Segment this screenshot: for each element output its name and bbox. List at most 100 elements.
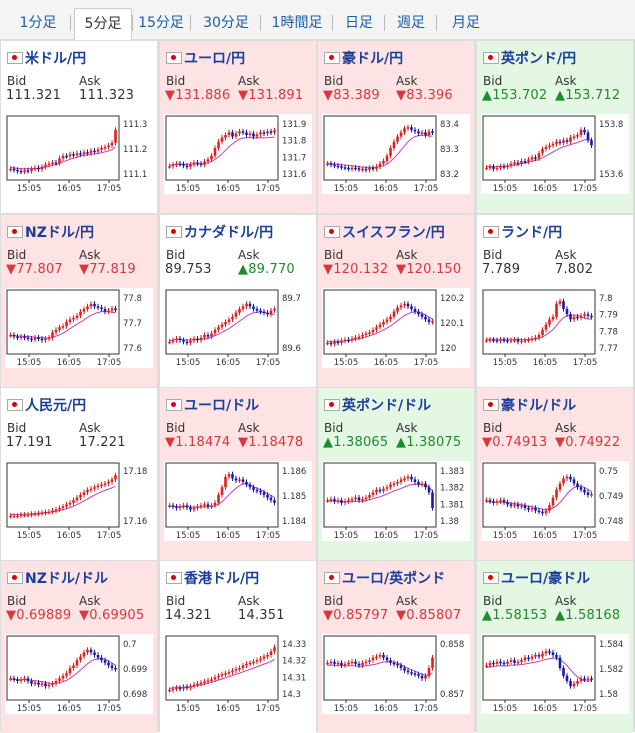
rate-card[interactable]: ユーロ/ドル Bid Ask ▼1.18474 ▼1.18478 1.186 1.185 1.… [160,388,316,560]
tab-timeframe-6[interactable]: 日足 [345,15,373,31]
rate-card[interactable]: ユーロ/英ポンド Bid Ask ▼0.85797 ▼0.85807 0.858 0.857… [318,561,474,733]
candle-body [175,338,178,341]
mini-candle-chart[interactable]: 77.8 77.7 77.6 15:05 16:05 17:05 [5,288,153,368]
candle-body [354,337,357,340]
rate-card[interactable]: 豪ドル/ドル Bid Ask ▼0.74913 ▼0.74922 0.75 0.749 0.7… [477,388,633,560]
mini-candle-chart[interactable]: 0.75 0.749 0.748 15:05 16:05 17:05 [481,461,629,541]
mini-candle-chart[interactable]: 1.584 1.582 1.58 15:05 16:05 17:05 [481,634,629,714]
candle-body [513,660,516,663]
rate-card[interactable]: 豪ドル/円 Bid Ask ▼83.389 ▼83.396 83.4 83.3 83.2 15:… [318,41,474,213]
pair-title-link[interactable]: NZドル/円 [7,222,94,241]
tab-timeframe-8[interactable]: 月足 [452,15,480,31]
candle-body [492,166,495,169]
pair-title-link[interactable]: ユーロ/ドル [166,395,259,414]
rate-card[interactable]: NZドル/円 Bid Ask ▼77.807 ▼77.819 77.8 77.7 77.6 15… [1,215,157,387]
mini-candle-chart[interactable]: 14.33 14.32 14.31 14.3 15:05 16:05 17:05 [164,634,312,714]
ask-label: Ask [238,421,260,435]
bid-value: ▼77.807 [6,262,63,277]
candle-body [354,497,357,500]
mini-candle-chart[interactable]: 7.8 7.79 7.78 7.77 15:05 16:05 17:05 [481,288,629,368]
x-tick-label: 17:05 [256,358,281,368]
mini-candle-chart[interactable]: 111.3 111.2 111.1 15:05 16:05 17:05 [5,114,153,194]
pair-title-link[interactable]: 英ポンド/円 [483,48,576,67]
candle-body [520,505,523,507]
pair-title-link[interactable]: 豪ドル/円 [324,48,403,67]
candle-body [217,327,220,330]
tab-timeframe-7[interactable]: 週足 [397,15,425,31]
mini-candle-chart[interactable]: 153.8 153.6 15:05 16:05 17:05 [481,114,629,194]
candle-body [72,154,75,156]
mini-candle-chart[interactable]: 120.2 120.1 120 15:05 16:05 17:05 [322,288,470,368]
candle-body [333,661,336,664]
pair-title-link[interactable]: ユーロ/豪ドル [483,568,590,587]
mini-candle-chart[interactable]: 17.18 17.16 15:05 16:05 17:05 [5,461,153,541]
candle-body [576,681,579,684]
candle-body [79,311,82,316]
candle-body [47,337,51,340]
rate-card[interactable]: カナダドル/円 Bid Ask 89.753 ▲89.770 89.7 89.6 15:05 1… [160,215,316,387]
pair-title-link[interactable]: ユーロ/円 [166,48,245,67]
mini-candle-chart[interactable]: 0.7 0.699 0.698 15:05 16:05 17:05 [5,634,153,714]
candle-body [234,669,238,671]
mini-candle-chart[interactable]: 1.186 1.185 1.184 15:05 16:05 17:05 [164,461,312,541]
candle-body [548,505,551,511]
pair-title-link[interactable]: 香港ドル/円 [166,568,259,587]
candle-body [516,661,520,664]
candle-body [175,687,178,690]
bid-label: Bid [7,594,27,608]
rate-card[interactable]: ユーロ/円 Bid Ask ▼131.886 ▼131.891 131.9 131.8 131… [160,41,316,213]
rate-card[interactable]: NZドル/ドル Bid Ask ▼0.69889 ▼0.69905 0.7 0.699 0.6… [1,561,157,733]
ask-value: ▲1.58168 [555,608,621,623]
candle-body [65,155,68,158]
ask-label: Ask [238,594,260,608]
candle-body [361,662,364,666]
candle-body [234,133,238,137]
pair-title-link[interactable]: ランド/円 [483,222,562,241]
rate-card[interactable]: 英ポンド/ドル Bid Ask ▲1.38065 ▲1.38075 1.383 1.382 1… [318,388,474,560]
mini-candle-chart[interactable]: 1.383 1.382 1.381 1.38 15:05 16:05 17:05 [322,461,470,541]
pair-title-link[interactable]: NZドル/ドル [7,568,108,587]
candle-body [499,661,502,664]
bid-label: Bid [324,74,344,88]
pair-title-link[interactable]: スイスフラン/円 [324,222,445,241]
y-tick-label: 153.8 [599,120,623,130]
candle-body [364,333,368,335]
chart-background [164,288,312,368]
y-tick-label: 1.186 [282,467,306,477]
candle-body [534,337,537,340]
candle-body [551,316,555,320]
candle-body [61,326,65,328]
pair-title-link[interactable]: カナダドル/円 [166,222,273,241]
rate-card[interactable]: 英ポンド/円 Bid Ask ▲153.702 ▲153.712 153.8 153.6 15… [477,41,633,213]
rate-card[interactable]: ランド/円 Bid Ask 7.789 7.802 7.8 7.79 7.78 7.77 15:0… [477,215,633,387]
candle-body [234,312,238,317]
pair-title-link[interactable]: 米ドル/円 [7,48,86,67]
tab-timeframe-4[interactable]: 30分足 [203,15,249,31]
chart-plot-frame [6,115,120,181]
rate-card[interactable]: 人民元/円 Bid Ask 17.191 17.221 17.18 17.16 15:05 16… [1,388,157,560]
pair-title-link[interactable]: 豪ドル/ドル [483,395,576,414]
candle-body [527,508,530,510]
pair-title-link[interactable]: 英ポンド/ドル [324,395,431,414]
rate-card[interactable]: 香港ドル/円 Bid Ask 14.321 14.351 14.33 14.32 14.31 1… [160,561,316,733]
candle-body [241,665,245,668]
tab-timeframe-3[interactable]: 15分足 [138,15,184,31]
pair-title-link[interactable]: 人民元/円 [7,395,86,414]
rate-card[interactable]: 米ドル/円 Bid Ask 111.321 111.323 111.3 111.2 111.1… [1,41,157,213]
candle-body [333,499,336,502]
mini-candle-chart[interactable]: 83.4 83.3 83.2 15:05 16:05 17:05 [322,114,470,194]
tab-timeframe-1[interactable]: 1分足 [19,15,57,31]
candle-body [224,673,227,675]
mini-candle-chart[interactable]: 0.858 0.857 15:05 16:05 17:05 [322,634,470,714]
y-tick-label: 1.381 [440,500,464,510]
tab-timeframe-2[interactable]: 5分足 [74,8,132,40]
chart-background [322,288,470,368]
tab-timeframe-5[interactable]: 1時間足 [271,15,323,31]
pair-title-link[interactable]: ユーロ/英ポンド [324,568,445,587]
mini-candle-chart[interactable]: 131.9 131.8 131.7 131.6 15:05 16:05 17:05 [164,114,312,194]
candle-body [168,341,171,344]
candle-body [340,166,343,168]
rate-card[interactable]: ユーロ/豪ドル Bid Ask ▲1.58153 ▲1.58168 1.584 1.582 1… [477,561,633,733]
mini-candle-chart[interactable]: 89.7 89.6 15:05 16:05 17:05 [164,288,312,368]
rate-card[interactable]: スイスフラン/円 Bid Ask ▼120.132 ▼120.150 120.2 120.1… [318,215,474,387]
